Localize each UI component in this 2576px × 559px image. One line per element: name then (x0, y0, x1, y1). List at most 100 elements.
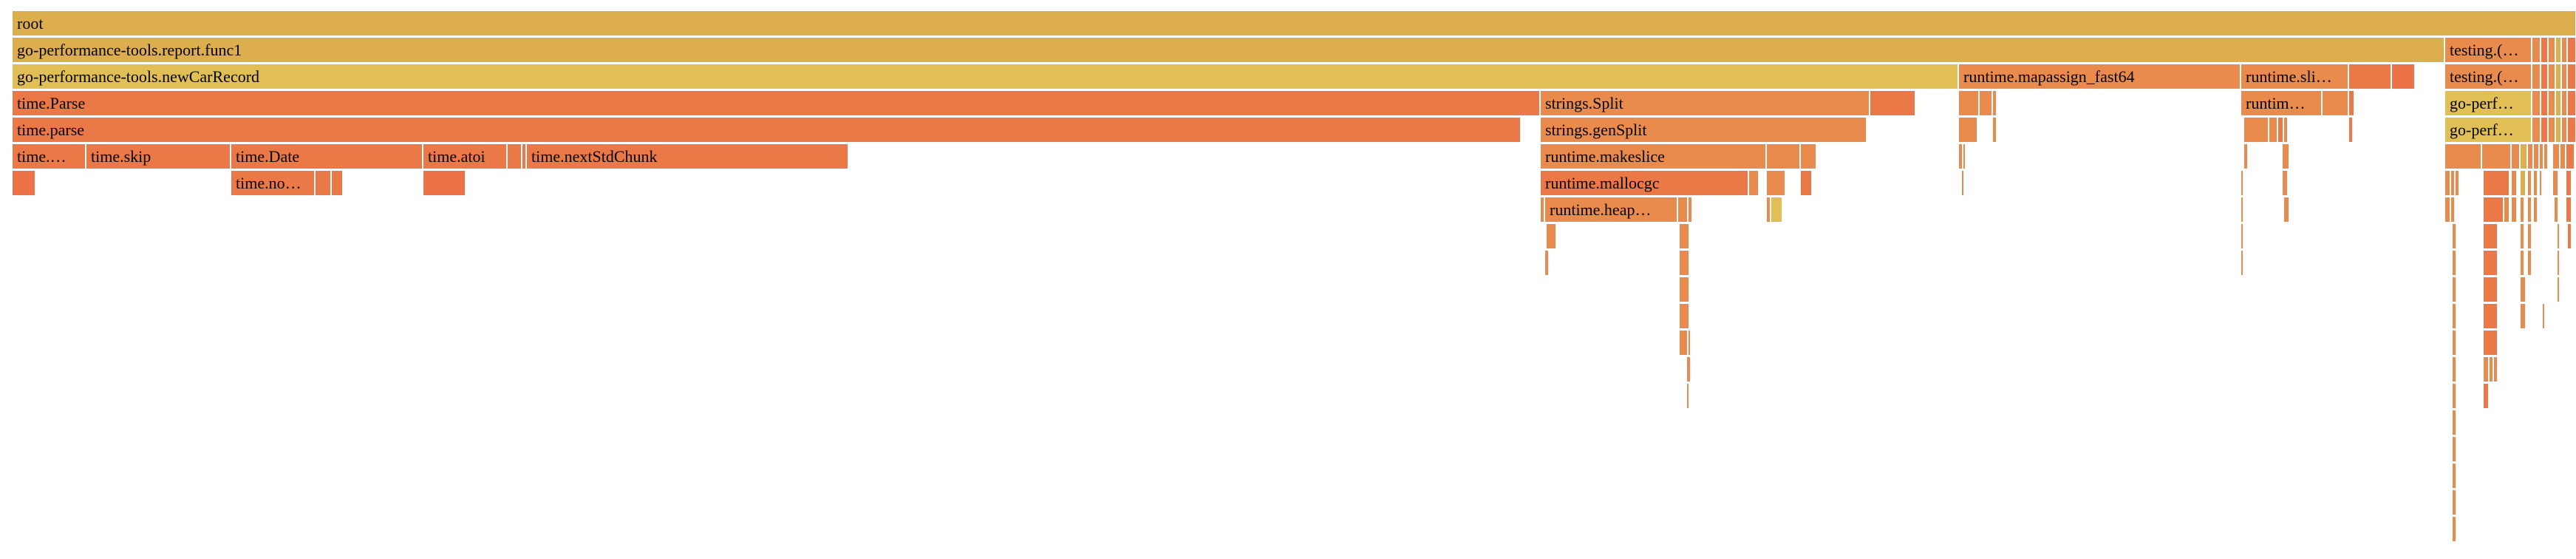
frame-small[interactable] (1958, 143, 1963, 169)
frame-small[interactable] (2554, 197, 2558, 223)
frame-small[interactable] (2567, 117, 2576, 143)
frame-root[interactable]: root (12, 10, 2576, 36)
frame-small[interactable] (2532, 90, 2541, 116)
frame-small[interactable] (2277, 117, 2283, 143)
frame-runtime-slice[interactable]: runtime.sli… (2241, 64, 2348, 89)
frame-small[interactable] (2561, 37, 2567, 63)
frame-small[interactable] (2483, 383, 2489, 409)
frame-small[interactable] (331, 170, 343, 196)
frame-small[interactable] (2566, 143, 2575, 169)
frame-small[interactable] (2532, 117, 2541, 143)
frame-report-func1[interactable]: go-performance-tools.report.func1 (12, 37, 2444, 63)
frame-small[interactable] (2452, 383, 2456, 409)
frame-time-atoi[interactable]: time.atoi (423, 143, 507, 169)
frame-mapassign-fast64[interactable]: runtime.mapassign_fast64 (1958, 64, 2241, 89)
frame-runtime-makeslice[interactable]: runtime.makeslice (1540, 143, 1766, 169)
frame-small[interactable] (2548, 117, 2555, 143)
frame-small[interactable] (2548, 37, 2555, 63)
frame-small[interactable] (2269, 117, 2277, 143)
frame-small[interactable] (2555, 37, 2561, 63)
frame-small[interactable] (2348, 117, 2353, 143)
frame-small[interactable] (2493, 356, 2498, 382)
frame-small[interactable] (2548, 64, 2555, 89)
frame-small[interactable] (2483, 170, 2509, 196)
frame-time-nextstdchunk[interactable]: time.nextStdChunk (526, 143, 848, 169)
frame-small[interactable] (1546, 223, 1556, 249)
frame-small[interactable] (2520, 277, 2526, 302)
frame-time-skip[interactable]: time.skip (86, 143, 231, 169)
frame-small[interactable] (1679, 223, 1689, 249)
frame-small[interactable] (2557, 250, 2560, 276)
frame-runtime-short[interactable]: runtim… (2241, 90, 2322, 116)
frame-small[interactable] (2552, 143, 2560, 169)
frame-small[interactable] (1961, 170, 1964, 196)
frame-small[interactable] (1677, 197, 1688, 223)
frame-small[interactable] (2452, 303, 2456, 329)
frame-small[interactable] (2489, 356, 2493, 382)
frame-small[interactable] (1688, 330, 1691, 356)
frame-small[interactable] (2450, 197, 2455, 223)
frame-small[interactable] (2541, 90, 2548, 116)
frame-small[interactable] (2561, 64, 2567, 89)
frame-runtime-heap[interactable]: runtime.heap… (1544, 197, 1677, 223)
frame-new-car-record[interactable]: go-performance-tools.newCarRecord (12, 64, 1958, 89)
frame-strings-split[interactable]: strings.Split (1540, 90, 1870, 116)
frame-small[interactable] (1679, 330, 1688, 356)
frame-small[interactable] (1958, 117, 1977, 143)
frame-small[interactable] (2241, 223, 2243, 249)
frame-small[interactable] (2533, 197, 2538, 223)
frame-small[interactable] (2241, 170, 2243, 196)
frame-small[interactable] (2282, 143, 2289, 169)
frame-small[interactable] (1688, 197, 1692, 223)
frame-time-parse-lower[interactable]: time.parse (12, 117, 1521, 143)
frame-runtime-mallocgc[interactable]: runtime.mallocgc (1540, 170, 1748, 196)
frame-time-truncated[interactable]: time.… (12, 143, 86, 169)
frame-small[interactable] (2283, 197, 2289, 223)
frame-small[interactable] (2348, 90, 2354, 116)
frame-small[interactable] (2533, 170, 2538, 196)
frame-small[interactable] (2561, 117, 2567, 143)
frame-small[interactable] (2483, 277, 2498, 302)
frame-small[interactable] (522, 143, 526, 169)
frame-small[interactable] (2557, 223, 2560, 249)
frame-small[interactable] (2527, 223, 2532, 249)
frame-small[interactable] (2483, 303, 2498, 329)
frame-small[interactable] (1992, 90, 1997, 116)
frame-small[interactable] (2504, 197, 2509, 223)
frame-small[interactable] (2483, 223, 2498, 249)
frame-small[interactable] (2243, 143, 2248, 169)
frame-small[interactable] (2532, 37, 2541, 63)
frame-small[interactable] (1958, 90, 1979, 116)
frame-small[interactable] (2452, 277, 2456, 302)
frame-small[interactable] (2452, 436, 2456, 462)
frame-small[interactable] (2557, 277, 2560, 302)
frame-small[interactable] (1800, 143, 1816, 169)
frame-go-perf-1[interactable]: go-perf… (2444, 90, 2532, 116)
frame-small[interactable] (2520, 143, 2527, 169)
frame-small[interactable] (2483, 197, 2504, 223)
frame-small[interactable] (2391, 64, 2415, 89)
frame-small[interactable] (1679, 277, 1689, 302)
frame-small[interactable] (2543, 143, 2548, 169)
frame-small[interactable] (2566, 197, 2572, 223)
frame-small[interactable] (2452, 463, 2456, 489)
frame-small[interactable] (12, 170, 35, 196)
frame-small[interactable] (2452, 356, 2456, 382)
frame-small[interactable] (2541, 64, 2548, 89)
frame-small[interactable] (1766, 170, 1785, 196)
frame-small[interactable] (2567, 37, 2576, 63)
frame-small[interactable] (2539, 170, 2542, 196)
frame-small[interactable] (2283, 117, 2288, 143)
frame-time-parse-upper[interactable]: time.Parse (12, 90, 1540, 116)
frame-small[interactable] (2452, 250, 2456, 276)
frame-small[interactable] (1679, 250, 1689, 276)
frame-small[interactable] (1979, 90, 1992, 116)
frame-small[interactable] (2541, 37, 2548, 63)
frame-testing-1[interactable]: testing.(… (2444, 37, 2532, 63)
frame-small[interactable] (1766, 143, 1800, 169)
frame-small[interactable] (315, 170, 331, 196)
frame-small[interactable] (2561, 90, 2567, 116)
frame-small[interactable] (1679, 303, 1689, 329)
frame-small[interactable] (2560, 143, 2566, 169)
frame-small[interactable] (2567, 64, 2576, 89)
